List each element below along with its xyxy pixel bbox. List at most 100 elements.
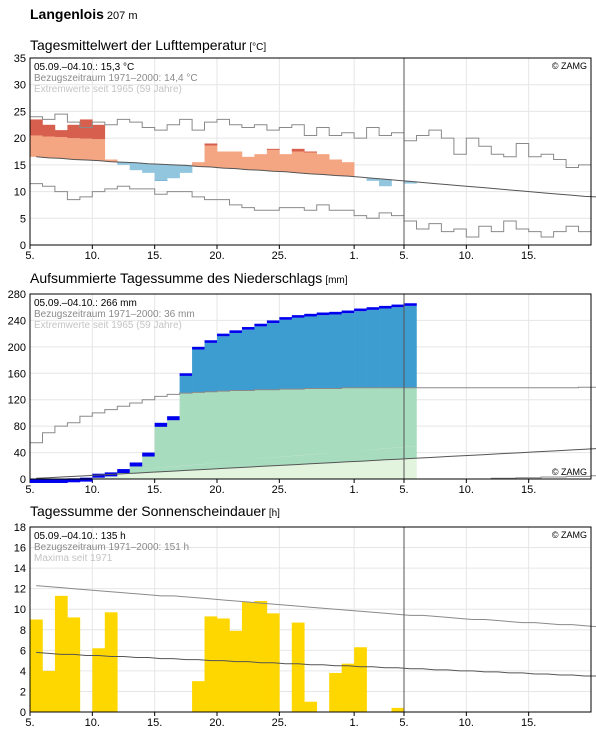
sunshine-x-tick-label: 20. (209, 717, 224, 729)
sunshine-bar (391, 707, 405, 712)
precipitation-deviation-bar (30, 479, 43, 483)
temperature-bar (304, 152, 318, 174)
temperature-x-tick-label: 1. (350, 250, 359, 262)
temperature-bar (67, 138, 81, 160)
precipitation-x-tick-label: 1. (350, 484, 359, 496)
temperature-bar (204, 145, 218, 167)
temperature-bar (104, 159, 118, 162)
precipitation-normal-line (36, 448, 596, 479)
precipitation-normal-band (391, 447, 405, 460)
temperature-bar (291, 151, 305, 173)
precipitation-deviation-bar (142, 452, 155, 457)
precipitation-normal-band (316, 388, 330, 454)
precipitation-plot-frame (29, 293, 592, 480)
precipitation-title-text: Aufsummierte Tagessumme des Niederschlag… (30, 270, 323, 286)
temperature-bar (316, 154, 330, 175)
sunshine-y-tick-label: 12 (14, 584, 26, 596)
precipitation-accum-band (192, 349, 205, 393)
precipitation-normal-band (341, 387, 355, 452)
precipitation-normal-band (404, 446, 417, 459)
sunshine-plot-frame (29, 526, 592, 713)
sunshine-bar (192, 681, 205, 712)
sunshine-bar (92, 648, 106, 712)
precipitation-normal-band (379, 387, 392, 449)
precipitation-normal-band (316, 453, 330, 464)
temperature-y-tick-label: 25 (14, 106, 26, 118)
precipitation-normal-band (204, 463, 218, 470)
precipitation-deviation-bar (279, 317, 293, 320)
precipitation-normal-band (391, 387, 405, 448)
precipitation-min-band (241, 467, 255, 479)
precipitation-deviation-bar (92, 473, 106, 478)
precipitation-accum-band (217, 336, 230, 392)
temperature-bar (67, 124, 81, 139)
sunshine-panel: 0 2 4 6 8 10 12 14 16 18 5. 10. 15. 20. 25. 1. 5. 10. 15. 0… (14, 522, 596, 729)
sunshine-bar (42, 670, 56, 712)
temperature-bar (366, 178, 380, 181)
sunshine-bar (304, 701, 318, 712)
precipitation-deviation-bar (79, 477, 93, 482)
temperature-bar (79, 138, 93, 161)
precipitation-y-tick-label: 160 (8, 368, 26, 380)
precipitation-normal-band (142, 468, 155, 473)
temperature-bar (92, 139, 106, 161)
precipitation-x-tick-label: 5. (25, 484, 34, 496)
precipitation-deviation-bar (404, 303, 417, 306)
temperature-legend-ref: Bezugszeitraum 1971–2000: 14,4 °C (34, 73, 198, 84)
precipitation-normal-band (167, 416, 180, 467)
precipitation-x-tick-label: 15. (521, 484, 536, 496)
sunshine-y-tick-label: 0 (20, 707, 26, 719)
temperature-bar (254, 154, 268, 171)
precipitation-min-band (391, 459, 405, 479)
precipitation-deviation-bar (291, 315, 305, 318)
precipitation-normal-band (279, 456, 293, 466)
precipitation-min-band (142, 472, 155, 479)
temperature-bar (154, 180, 168, 181)
precipitation-deviation-bar (391, 304, 405, 308)
precipitation-normal-band (304, 454, 318, 464)
sunshine-y-tick-label: 8 (20, 625, 26, 637)
precipitation-accum-band (316, 315, 330, 389)
temperature-x-tick-label: 15. (147, 250, 162, 262)
temperature-bar (42, 124, 56, 137)
precipitation-legend-ref: Bezugszeitraum 1971–2000: 36 mm (34, 309, 195, 320)
precipitation-accum-band (329, 314, 342, 389)
precipitation-normal-band (204, 391, 218, 464)
temperature-bar (291, 148, 305, 152)
temperature-y-tick-label: 30 (14, 80, 26, 92)
precipitation-normal-band (366, 449, 380, 461)
temperature-bar (167, 164, 180, 179)
precipitation-deviation-bar (254, 323, 268, 327)
station-elevation: 207 m (106, 10, 138, 22)
precipitation-normal-band (229, 390, 243, 462)
precipitation-extreme-max-line (30, 386, 596, 444)
sunshine-bar (241, 602, 255, 712)
temperature-title-text: Tagesmittelwert der Lufttemperatur (30, 37, 247, 53)
precipitation-min-band (404, 458, 417, 479)
precipitation-min-band (341, 461, 355, 479)
precipitation-min-band (304, 463, 318, 479)
precipitation-normal-band (254, 389, 268, 459)
precipitation-x-tick-label: 20. (209, 484, 224, 496)
precipitation-y-tick-label: 80 (14, 421, 26, 433)
precipitation-y-tick-label: 200 (8, 342, 26, 354)
precipitation-min-band (192, 469, 205, 479)
temperature-bar (379, 179, 392, 187)
sunshine-x-tick-label: 25. (272, 717, 287, 729)
precipitation-normal-band (217, 391, 230, 463)
precipitation-normal-band (341, 451, 355, 462)
sunshine-x-tick-label: 10. (85, 717, 100, 729)
sunshine-bar (204, 616, 218, 712)
precipitation-normal-band (179, 465, 193, 471)
precipitation-deviation-bar (117, 469, 131, 474)
precipitation-credit: © ZAMG (552, 467, 587, 477)
precipitation-deviation-bar (129, 462, 143, 467)
sunshine-bar (67, 617, 81, 712)
precipitation-deviation-bar (54, 479, 68, 483)
temperature-y-tick-label: 35 (14, 53, 26, 65)
precipitation-min-band (329, 462, 342, 479)
precipitation-normal-band (266, 457, 280, 466)
precipitation-deviation-bar (204, 340, 218, 343)
sunshine-y-tick-label: 14 (14, 563, 26, 575)
temperature-bar (79, 119, 93, 139)
